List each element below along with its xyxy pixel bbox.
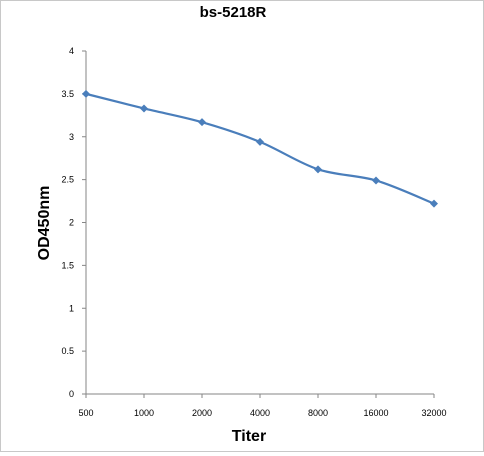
y-tick-label: 1.5 (61, 260, 74, 270)
y-tick-label: 1 (69, 303, 74, 313)
series-line (85, 92, 435, 205)
data-point-marker (256, 137, 264, 146)
data-point-marker (198, 118, 206, 127)
data-point-marker (430, 199, 438, 208)
x-axis-title: Titer (232, 428, 266, 445)
x-tick-label: 32000 (421, 408, 446, 418)
x-tick-label: 16000 (363, 408, 388, 418)
x-tick-label: 1000 (134, 408, 154, 418)
y-tick-label: 4 (69, 46, 74, 56)
y-tick-label: 3 (69, 132, 74, 142)
data-point-marker (372, 176, 380, 185)
y-tick-group: 0 0.5 1 1.5 2 2.5 3 3.5 4 (61, 46, 86, 399)
y-tick-label: 2 (69, 218, 74, 228)
marker-group (82, 89, 438, 208)
data-point-marker (140, 104, 148, 113)
x-tick-label: 2000 (192, 408, 212, 418)
x-tick-label: 4000 (250, 408, 270, 418)
y-tick-label: 3.5 (61, 89, 74, 99)
x-tick-label: 500 (78, 408, 93, 418)
y-tick-label: 2.5 (61, 175, 74, 185)
data-point-marker (314, 165, 322, 174)
chart-title: bs-5218R (200, 4, 267, 21)
y-tick-label: 0 (69, 389, 74, 399)
x-tick-group: 500 1000 2000 4000 8000 16000 32000 (78, 394, 447, 418)
data-point-marker (82, 89, 90, 98)
x-tick-label: 8000 (308, 408, 328, 418)
y-axis-title: OD450nm (36, 186, 53, 261)
y-tick-label: 0.5 (61, 346, 74, 356)
